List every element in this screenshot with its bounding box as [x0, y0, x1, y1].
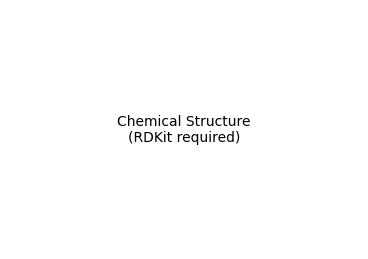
Text: Chemical Structure
(RDKit required): Chemical Structure (RDKit required) — [117, 115, 251, 145]
